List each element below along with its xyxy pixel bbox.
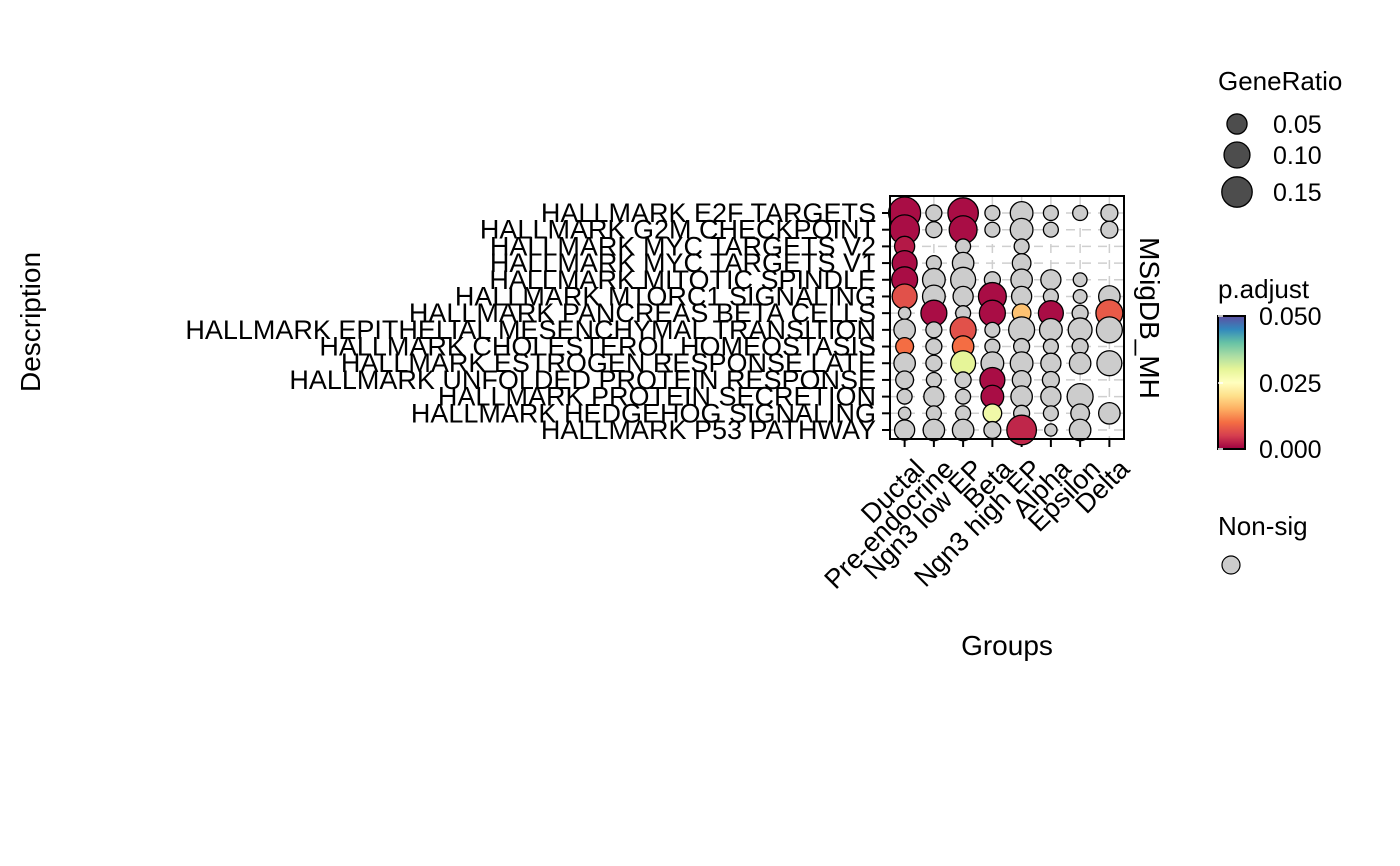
dot-delta-g2m-checkpoint [1100, 220, 1119, 239]
dot-alpha-cholesterol-homeostasis [1042, 338, 1059, 355]
dot-delta-e2f-targets [1100, 203, 1119, 223]
dot-pre-endocrine-protein-secretion [923, 385, 945, 408]
generatio-legend: GeneRatio 0.05 0.10 0.15 [1218, 66, 1342, 208]
y-axis-title: Description [15, 252, 46, 392]
dot-pre-endocrine-e2f-targets [925, 204, 943, 222]
y-tick-label-hallmark-pancreas-beta-cells: HALLMARK PANCREAS BETA CELLS [409, 298, 876, 328]
dot-epsilon-mtorc1-signaling [1072, 288, 1088, 304]
padjust-label: 0.050 [1259, 303, 1322, 331]
nonsig-legend-title: Non-sig [1218, 511, 1308, 541]
y-tick-label-hallmark-g2m-checkpoint: HALLMARK G2M CHECKPOINT [480, 215, 876, 245]
dot-beta-g2m-checkpoint [984, 221, 1001, 238]
nonsig-legend: Non-sig [1218, 511, 1308, 575]
dot-beta-p53-pathway [983, 420, 1002, 440]
dot-ngn3-low-ep-unfolded-protein-response [954, 371, 972, 389]
y-tick-label-hallmark-unfolded-protein-response: HALLMARK UNFOLDED PROTEIN RESPONSE [289, 365, 876, 395]
padjust-legend: p.adjust 0.050 0.025 0.000 [1217, 274, 1322, 464]
y-tick-label-hallmark-protein-secretion: HALLMARK PROTEIN SECRETION [438, 382, 876, 412]
dot-delta-epithelial-mesenchymal-transition [1095, 316, 1123, 344]
dot-delta-estrogen-response-late [1096, 350, 1123, 377]
generatio-key-0_15 [1221, 176, 1253, 208]
dot-alpha-protein-secretion [1040, 385, 1062, 408]
generatio-legend-keys: 0.05 0.10 0.15 [1221, 111, 1322, 208]
generatio-key-label: 0.10 [1273, 142, 1322, 170]
dot-ductal-unfolded-protein-response [895, 370, 915, 390]
dot-beta-e2f-targets [984, 204, 1001, 222]
padjust-label: 0.000 [1259, 436, 1322, 464]
dot-ngn3-high-ep-g2m-checkpoint [1009, 217, 1034, 242]
dot-alpha-mitotic-spindle [1040, 269, 1062, 291]
x-axis-title: Groups [961, 630, 1053, 661]
dot-ngn3-low-ep-protein-secretion [955, 388, 972, 405]
y-tick-label-hallmark-mtorc1-signaling: HALLMARK MTORC1 SIGNALING [455, 281, 876, 311]
plot-panel-border [889, 195, 1125, 440]
dot-epsilon-p53-pathway [1068, 418, 1092, 442]
dot-alpha-p53-pathway [1044, 423, 1058, 437]
dot-alpha-e2f-targets [1042, 204, 1059, 222]
y-tick-label-hallmark-p53-pathway: HALLMARK P53 PATHWAY [541, 415, 876, 445]
dot-ngn3-low-ep-p53-pathway [951, 418, 975, 442]
dot-beta-hedgehog-signaling [982, 403, 1003, 424]
dot-ngn3-low-ep-mtorc1-signaling [952, 285, 974, 308]
generatio-key-0_05 [1226, 113, 1248, 135]
dot-delta-hedgehog-signaling [1098, 401, 1121, 425]
dot-ngn3-low-ep-myc-targets-v2 [955, 238, 972, 255]
dot-pre-endocrine-unfolded-protein-response [925, 371, 942, 389]
dot-ductal-protein-secretion [896, 388, 913, 405]
generatio-key-label: 0.05 [1273, 111, 1322, 139]
dot-pre-endocrine-estrogen-response-late [925, 354, 943, 372]
y-tick-label-hallmark-myc-targets-v1: HALLMARK MYC TARGETS V1 [490, 248, 876, 278]
y-tick-label-hallmark-e2f-targets: HALLMARK E2F TARGETS [541, 198, 876, 228]
dot-pre-endocrine-hedgehog-signaling [925, 405, 942, 422]
dot-pre-endocrine-epithelial-mesenchymal-transition [925, 321, 943, 339]
padjust-legend-labels: 0.050 0.025 0.000 [1218, 303, 1322, 464]
dot-pre-endocrine-p53-pathway [922, 418, 946, 442]
dot-ngn3-low-ep-hedgehog-signaling [955, 405, 972, 422]
dot-beta-epithelial-mesenchymal-transition [984, 321, 1001, 338]
nonsig-legend-key [1221, 555, 1241, 575]
dot-alpha-g2m-checkpoint [1042, 221, 1059, 238]
dot-marks [887, 196, 1124, 446]
padjust-label: 0.025 [1259, 370, 1322, 398]
dot-alpha-estrogen-response-late [1040, 352, 1062, 374]
generatio-legend-title: GeneRatio [1218, 66, 1342, 96]
dot-ngn3-high-ep-protein-secretion [1010, 385, 1033, 408]
y-tick-label-hallmark-estrogen-response-late: HALLMARK ESTROGEN RESPONSE LATE [341, 348, 876, 378]
generatio-key-0_10 [1223, 141, 1251, 169]
padjust-legend-title: p.adjust [1218, 274, 1310, 304]
y-tick-label-hallmark-mitotic-spindle: HALLMARK MITOTIC SPINDLE [489, 265, 876, 295]
dot-ngn3-high-ep-p53-pathway [1006, 414, 1038, 446]
dot-ductal-hedgehog-signaling [897, 406, 912, 421]
generatio-key-label: 0.15 [1273, 179, 1322, 207]
dot-epsilon-e2f-targets [1072, 204, 1089, 222]
dot-pre-endocrine-cholesterol-homeostasis [925, 337, 943, 356]
dot-alpha-epithelial-mesenchymal-transition [1038, 317, 1063, 342]
y-tick-label-hallmark-cholesterol-homeostasis: HALLMARK CHOLESTEROL HOMEOSTASIS [319, 332, 876, 362]
y-tick-label-hallmark-myc-targets-v2: HALLMARK MYC TARGETS V2 [490, 231, 876, 261]
dot-ductal-pancreas-beta-cells [897, 306, 912, 320]
dot-alpha-unfolded-protein-response [1041, 370, 1060, 390]
dot-epsilon-estrogen-response-late [1068, 351, 1092, 375]
y-tick-label-hallmark-epithelial-mesenchymal-transition: HALLMARK EPITHELIAL MESENCHYMAL TRANSITI… [185, 315, 876, 345]
y-tick-label-hallmark-hedgehog-signaling: HALLMARK HEDGEHOG SIGNALING [411, 398, 876, 428]
dot-pre-endocrine-g2m-checkpoint [925, 221, 943, 239]
dot-alpha-hedgehog-signaling [1042, 405, 1059, 422]
dot-ductal-p53-pathway [893, 419, 916, 441]
dot-ngn3-high-ep-myc-targets-v2 [1013, 238, 1030, 255]
dot-ductal-mtorc1-signaling [891, 283, 918, 310]
dot-epsilon-mitotic-spindle [1072, 272, 1088, 288]
facet-strip-label: MSigDB_MH [1134, 237, 1165, 399]
